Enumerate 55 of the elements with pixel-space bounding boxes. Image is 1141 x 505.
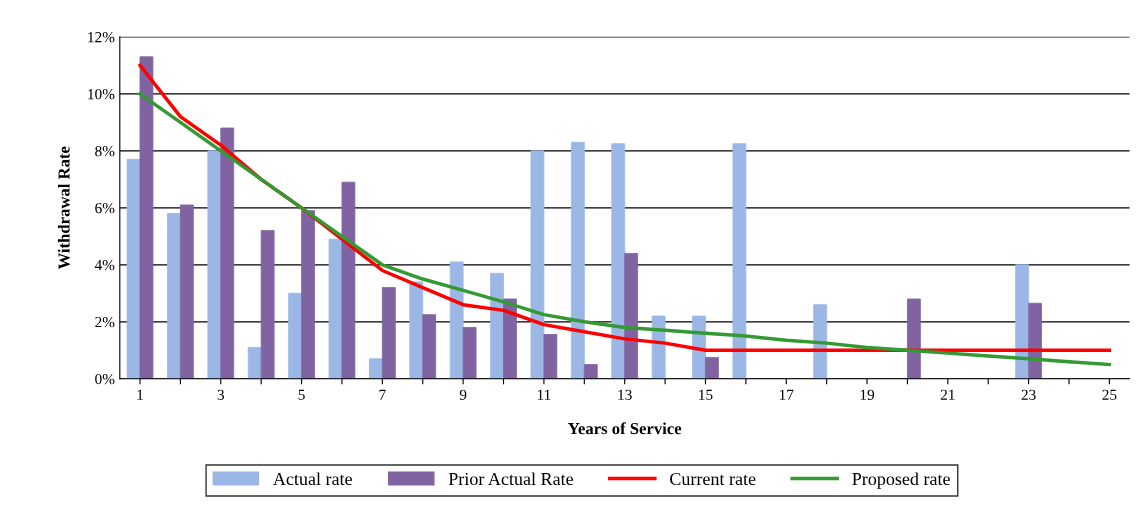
bar: [543, 334, 558, 379]
bar: [422, 314, 437, 379]
y-tick-label: 0%: [95, 373, 115, 385]
bar: [260, 230, 275, 379]
bar: [301, 210, 315, 379]
bar: [369, 358, 383, 379]
x-tick-label: 3: [217, 389, 225, 400]
x-tick-label: 19: [860, 389, 875, 400]
bar: [732, 143, 747, 379]
bar: [705, 356, 719, 379]
bar: [126, 158, 141, 379]
bar: [328, 238, 343, 379]
bar: [220, 127, 235, 379]
bar: [1015, 264, 1030, 379]
x-tick-label: 1: [137, 389, 143, 400]
y-tick-label: 12%: [88, 32, 115, 43]
legend-label: Prior Actual Rate: [448, 472, 574, 486]
x-tick-label: 23: [1021, 389, 1036, 400]
bar: [624, 252, 639, 379]
bar: [570, 141, 585, 379]
bar: [409, 281, 424, 379]
legend-label: Actual rate: [273, 472, 352, 486]
x-tick-label: 21: [940, 389, 955, 400]
bar: [381, 287, 396, 379]
x-tick-label: 13: [618, 389, 632, 400]
x-tick-label: 9: [459, 389, 467, 400]
y-tick-label: 8%: [95, 145, 115, 157]
legend-label: Current rate: [670, 472, 756, 486]
bar: [813, 304, 828, 379]
x-tick-label: 25: [1102, 389, 1117, 400]
bar: [611, 143, 626, 379]
y-tick-label: 10%: [88, 88, 115, 100]
bar: [503, 298, 517, 379]
bar: [462, 327, 477, 379]
y-axis-title: Withdrawal Rate: [57, 146, 70, 270]
x-tick-label: 11: [537, 389, 551, 400]
bar: [207, 150, 222, 379]
y-tick-label: 2%: [95, 316, 115, 328]
y-tick-label: 6%: [95, 202, 115, 214]
x-tick-label: 7: [379, 389, 386, 400]
bar: [179, 204, 194, 379]
x-tick-label: 17: [779, 389, 794, 400]
x-tick-label: 5: [298, 389, 305, 400]
bar: [139, 56, 154, 379]
bar: [530, 150, 545, 379]
bar: [288, 292, 302, 379]
y-tick-label: 4%: [94, 259, 115, 271]
legend-label: Proposed rate: [852, 472, 950, 489]
bar: [247, 346, 262, 379]
bar: [167, 213, 181, 379]
bar: [583, 364, 598, 379]
x-tick-label: 15: [699, 389, 713, 400]
bar: [341, 181, 356, 379]
x-axis-title: Years of Service: [568, 422, 682, 435]
bar: [907, 298, 921, 379]
